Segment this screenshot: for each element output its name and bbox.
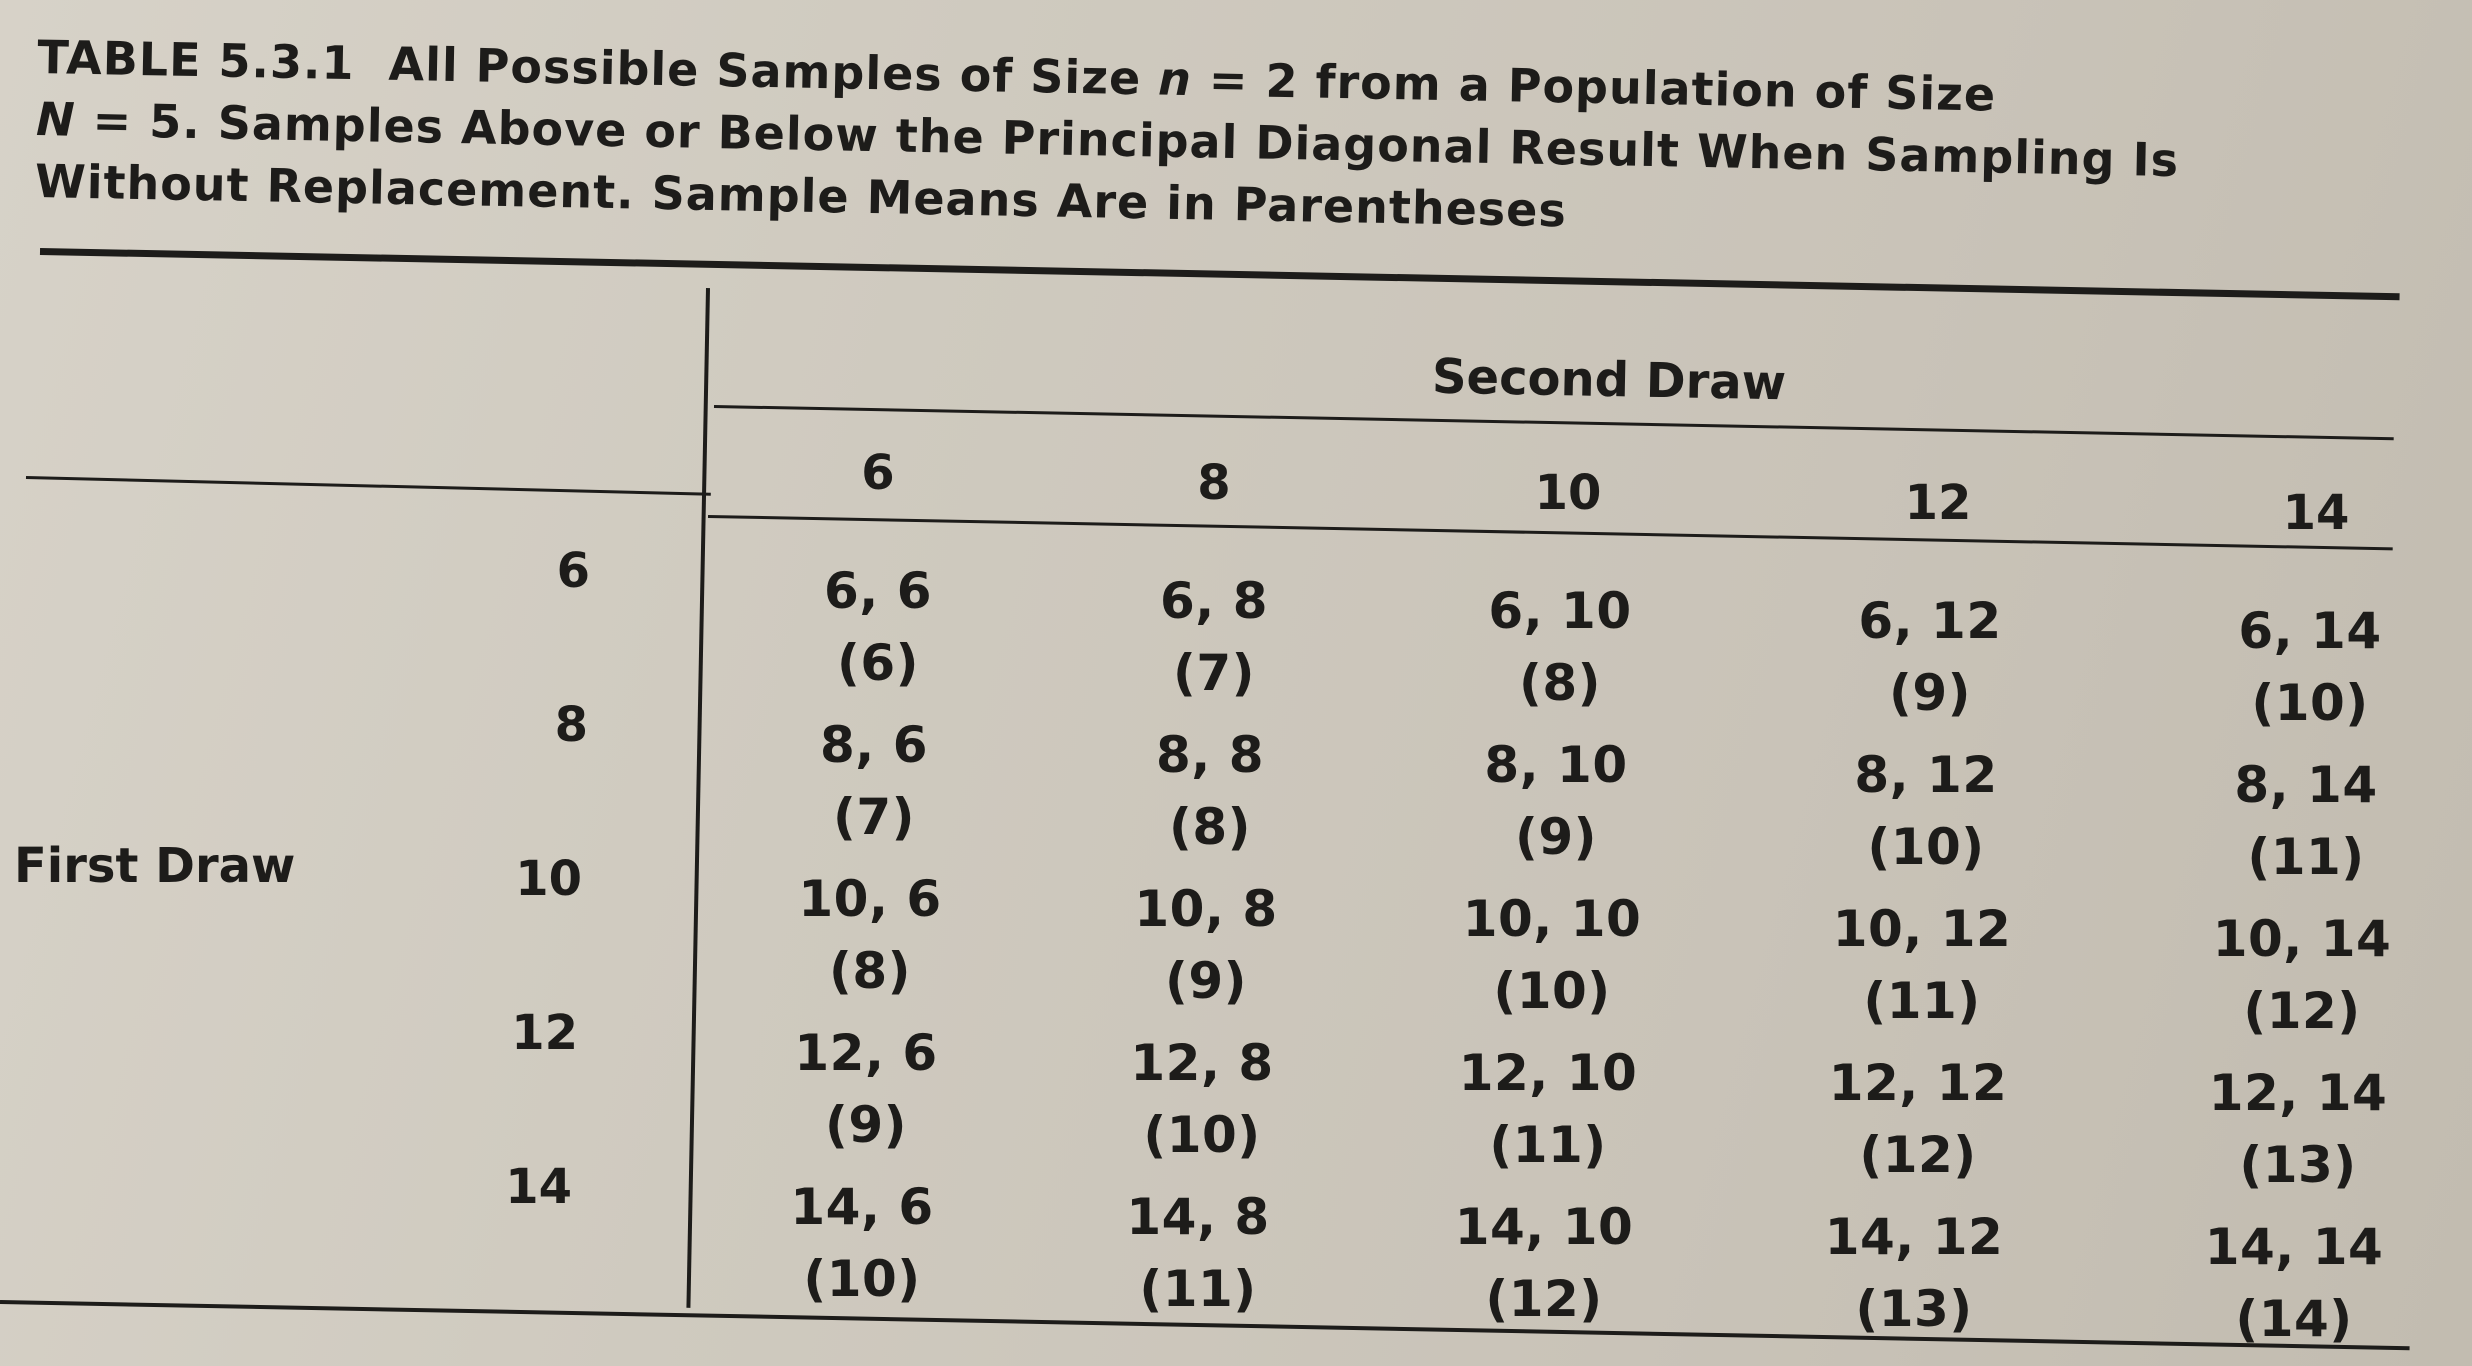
- table-cell: 10, 8 (9): [1134, 880, 1278, 1010]
- table-cell: 6, 8 (7): [1160, 572, 1268, 702]
- column-header-12: 12: [1904, 475, 1972, 531]
- table-cell: 14, 14 (14): [2204, 1218, 2384, 1348]
- stub-divider: [686, 288, 710, 1308]
- table-cell: 6, 10 (8): [1488, 582, 1632, 712]
- table-cell: 12, 8 (10): [1130, 1034, 1274, 1164]
- table-cell: 10, 6 (8): [798, 870, 942, 1000]
- column-header-6: 6: [861, 445, 895, 501]
- column-group-header: Second Draw: [1431, 348, 1787, 412]
- table-cell: 6, 6 (6): [824, 562, 932, 692]
- table-cell: 10, 12 (11): [1832, 900, 2012, 1030]
- table-cell: 12, 12 (12): [1828, 1054, 2008, 1184]
- table-cell: 14, 12 (13): [1824, 1208, 2004, 1338]
- stub-header-rule: [25, 476, 711, 496]
- table-cell: 8, 6 (7): [820, 716, 928, 846]
- row-header-14: 14: [505, 1159, 572, 1215]
- table-cell: 14, 8 (11): [1126, 1188, 1270, 1318]
- table-cell: 8, 14 (11): [2234, 756, 2378, 886]
- row-header-12: 12: [511, 1005, 578, 1061]
- row-header-8: 8: [554, 697, 588, 753]
- table-cell: 10, 10 (10): [1462, 890, 1642, 1020]
- spanner-rule: [713, 405, 2394, 441]
- table-cell: 6, 14 (10): [2238, 602, 2382, 732]
- row-header-10: 10: [515, 851, 582, 907]
- row-header-6: 6: [556, 543, 590, 599]
- table-caption: TABLE 5.3.1 All Possible Samples of Size…: [34, 26, 2417, 258]
- table-cell: 12, 14 (13): [2208, 1064, 2388, 1194]
- row-group-header: First Draw: [14, 838, 296, 894]
- table-cell: 8, 10 (9): [1484, 736, 1628, 866]
- table-label: TABLE 5.3.1: [36, 29, 356, 91]
- column-header-10: 10: [1534, 465, 1602, 521]
- table-cell: 6, 12 (9): [1858, 592, 2002, 722]
- column-header-14: 14: [2282, 485, 2350, 541]
- top-rule: [39, 248, 2400, 301]
- table-cell: 12, 10 (11): [1458, 1044, 1638, 1174]
- column-header-8: 8: [1197, 455, 1231, 511]
- table-cell: 8, 8 (8): [1156, 726, 1264, 856]
- table-cell: 10, 14 (12): [2212, 910, 2392, 1040]
- table-cell: 8, 12 (10): [1854, 746, 1998, 876]
- table-cell: 14, 6 (10): [790, 1178, 934, 1308]
- table-cell: 14, 10 (12): [1454, 1198, 1634, 1328]
- table-cell: 12, 6 (9): [794, 1024, 938, 1154]
